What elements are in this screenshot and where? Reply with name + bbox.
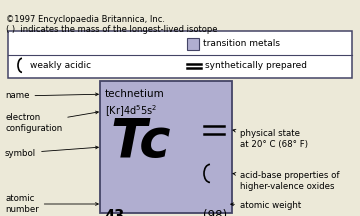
Text: name: name (5, 92, 98, 100)
Text: symbol: symbol (5, 146, 98, 157)
Text: Tc: Tc (110, 116, 171, 168)
Text: atomic
number: atomic number (5, 194, 98, 214)
Bar (187, 38, 199, 50)
Text: transition metals: transition metals (203, 39, 280, 48)
Text: ©1997 Encyclopaedia Britannica, Inc.: ©1997 Encyclopaedia Britannica, Inc. (6, 15, 165, 24)
Text: (98): (98) (203, 209, 227, 216)
Bar (8, 31, 352, 78)
Text: synthetically prepared: synthetically prepared (205, 61, 307, 70)
Text: electron
configuration: electron configuration (5, 111, 98, 133)
Text: technetium: technetium (105, 89, 165, 99)
Text: 43: 43 (104, 209, 124, 216)
Text: weakly acidic: weakly acidic (30, 61, 91, 70)
Text: $\mathregular{[Kr]4d^55s^2}$: $\mathregular{[Kr]4d^55s^2}$ (105, 103, 157, 119)
Text: physical state
at 20° C (68° F): physical state at 20° C (68° F) (233, 129, 308, 149)
Text: ( )  indicates the mass of the longest-lived isotope: ( ) indicates the mass of the longest-li… (6, 25, 217, 34)
Text: atomic weight: atomic weight (231, 202, 301, 211)
Text: acid-base properties of
higher-valence oxides: acid-base properties of higher-valence o… (233, 171, 339, 191)
Bar (100, 81, 232, 213)
